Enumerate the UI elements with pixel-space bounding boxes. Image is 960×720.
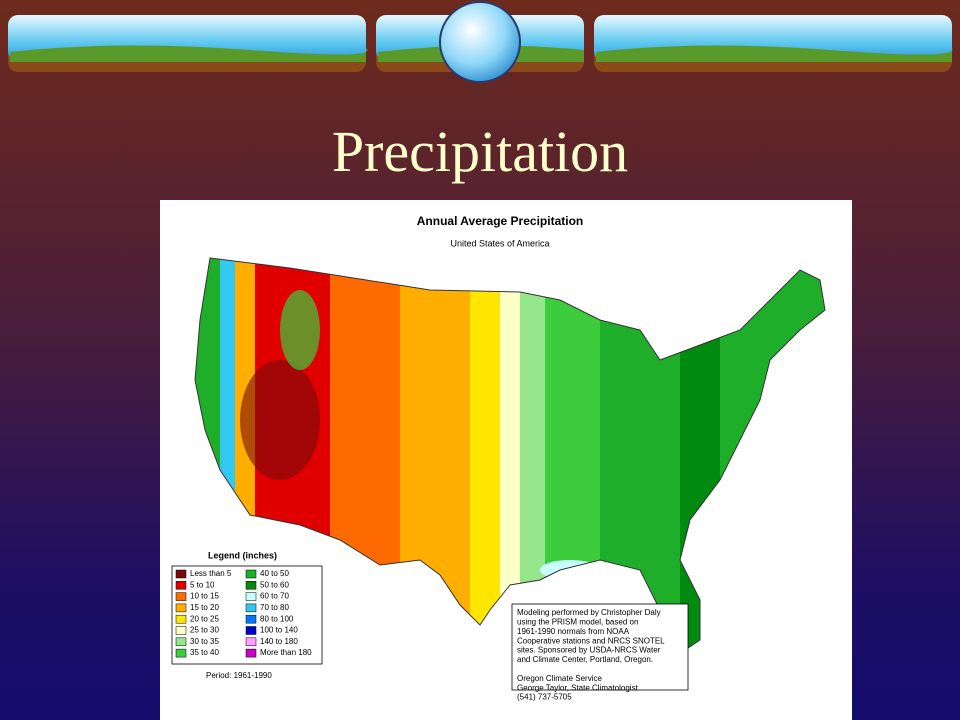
- legend-swatch: [245, 592, 257, 601]
- legend-swatch: [245, 614, 257, 624]
- period: Period: 1961-1990: [206, 671, 272, 680]
- legend-label: 70 to 80: [260, 603, 289, 612]
- credit-line: using the PRISM model, based on: [517, 618, 638, 627]
- legend-label: 80 to 100: [260, 614, 294, 623]
- legend-swatch: [245, 581, 257, 590]
- header-banner: [8, 1, 953, 83]
- globe: [439, 1, 521, 83]
- legend-swatch: [245, 648, 257, 658]
- legend-swatch: [245, 637, 257, 647]
- us-outline: [194, 257, 826, 651]
- legend-label: 100 to 140: [260, 626, 298, 635]
- legend-label: 20 to 25: [190, 614, 219, 623]
- legend-swatch: [175, 614, 187, 624]
- legend-label: Less than 5: [190, 569, 232, 578]
- legend-label: 40 to 50: [260, 569, 289, 578]
- credit-line: Modeling performed by Christopher Daly: [517, 608, 661, 617]
- legend-label: 5 to 10: [190, 580, 215, 589]
- legend-label: 140 to 180: [260, 637, 298, 646]
- legend-label: 10 to 15: [190, 592, 219, 601]
- map-band: [720, 258, 825, 650]
- legend-label: 30 to 35: [190, 637, 219, 646]
- credit-line: Cooperative stations and NRCS SNOTEL: [517, 636, 665, 645]
- legend-swatch: [175, 648, 187, 658]
- credits-box: [511, 603, 689, 691]
- legend-label: 35 to 40: [190, 648, 219, 657]
- map-image: Annual Average Precipitation United Stat…: [160, 200, 852, 720]
- map-patch: [540, 560, 600, 580]
- credit-line: and Climate Center, Portland, Oregon.: [517, 655, 653, 664]
- credit-line: George Taylor, State Climatologist: [517, 683, 639, 692]
- legend-swatch: [245, 626, 257, 635]
- legend-label: 60 to 70: [260, 592, 289, 601]
- slide-title: Precipitation: [331, 119, 629, 184]
- map-title: Annual Average Precipitation: [417, 214, 583, 228]
- map-patch: [240, 360, 320, 480]
- legend-label: More than 180: [260, 648, 312, 657]
- credit-line: (541) 737-5705: [517, 693, 572, 702]
- banner-right: [594, 15, 953, 72]
- legend-title: Legend (inches): [208, 550, 277, 560]
- legend-swatch: [175, 592, 187, 601]
- legend: Less than 5 5 to 10 10 to 15 15 to 20 20 to …: [175, 569, 312, 658]
- legend-label: 25 to 30: [190, 626, 219, 635]
- credit-line: sites. Sponsored by USDA-NRCS Water: [517, 646, 661, 655]
- legend-swatch: [175, 581, 187, 590]
- credit-line: Oregon Climate Service: [517, 674, 602, 683]
- credits: Modeling performed by Christopher Dalyus…: [517, 608, 665, 702]
- map-band: [400, 258, 470, 650]
- map-patch: [280, 290, 320, 370]
- banner-left: [8, 15, 368, 72]
- map-subtitle: United States of America: [450, 238, 549, 248]
- legend-label: 50 to 60: [260, 580, 289, 589]
- map-band: [330, 258, 400, 650]
- legend-swatch: [175, 626, 187, 635]
- map-band: [470, 258, 500, 650]
- legend-label: 15 to 20: [190, 603, 219, 612]
- legend-swatch: [245, 603, 257, 613]
- credit-line: 1961-1990 normals from NOAA: [517, 627, 630, 636]
- legend-swatch: [175, 569, 187, 579]
- legend-swatch: [245, 569, 257, 579]
- legend-swatch: [175, 637, 187, 647]
- map-band: [500, 258, 520, 650]
- legend-swatch: [175, 603, 187, 613]
